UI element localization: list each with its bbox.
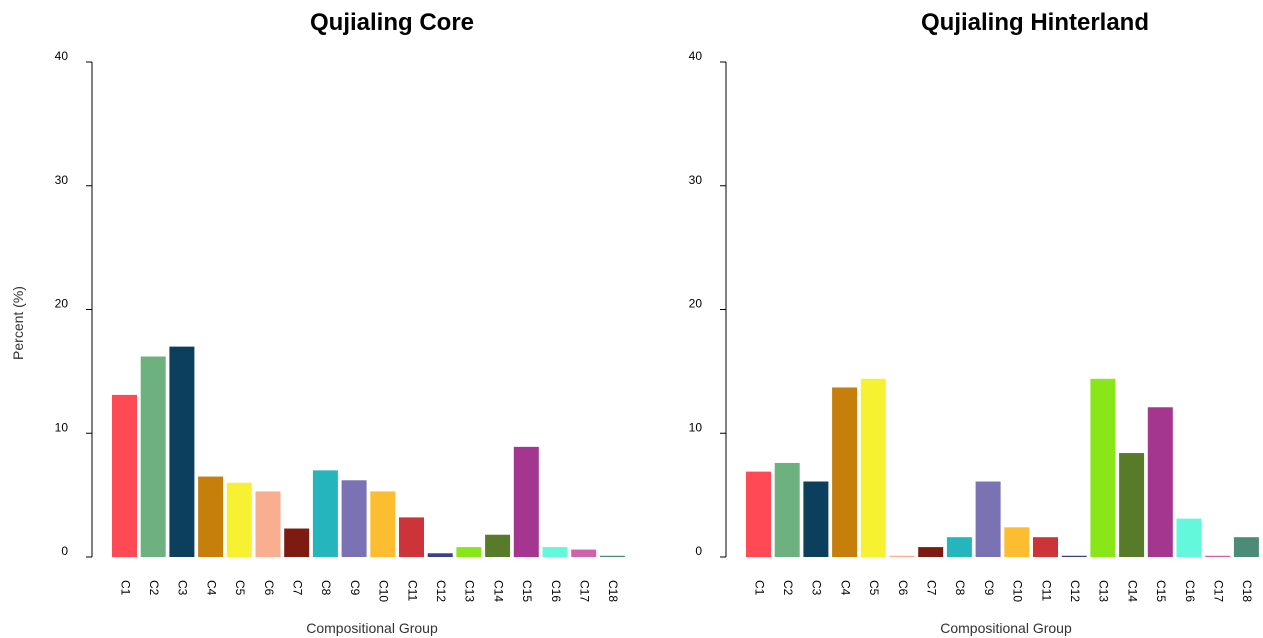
x-tick-label: C18 (606, 580, 620, 602)
bar-c9 (341, 480, 367, 557)
x-tick-label: C2 (147, 580, 161, 596)
x-tick-label: C4 (204, 580, 218, 596)
x-tick-label: C10 (377, 580, 391, 602)
x-tick-label: C12 (434, 580, 448, 602)
x-tick-label: C18 (1240, 580, 1254, 602)
bar-c16 (1176, 518, 1202, 557)
bar-c1 (746, 471, 771, 557)
bar-c8 (312, 470, 338, 557)
x-tick-label: C7 (291, 580, 305, 596)
x-tick-label: C14 (1125, 580, 1139, 602)
bar-c7 (918, 547, 944, 557)
bar-c10 (1004, 527, 1030, 557)
chart-panel-core: Qujialing Core Percent (%) Compositional… (10, 9, 625, 636)
y-tick-label: 10 (55, 420, 69, 434)
bar-c16 (542, 547, 568, 557)
bar-c11 (1033, 537, 1058, 557)
x-tick-label: C8 (319, 580, 333, 596)
x-tick-label: C16 (1183, 580, 1197, 602)
x-tick-label: C13 (463, 580, 477, 602)
bar-c12 (427, 553, 453, 557)
y-tick-label: 30 (55, 173, 69, 187)
y-tick-label: 0 (61, 544, 68, 558)
bar-c15 (513, 446, 539, 557)
bar-c14 (485, 534, 511, 557)
y-tick-label: 0 (695, 544, 702, 558)
bar-c18 (1233, 537, 1259, 557)
x-tick-label: C12 (1068, 580, 1082, 602)
chart-panel-hinterland: Qujialing Hinterland Compositional Group… (689, 9, 1259, 636)
x-tick-label: C15 (520, 580, 534, 602)
bar-c9 (975, 481, 1001, 557)
bar-c10 (370, 491, 396, 557)
bar-c4 (832, 387, 858, 557)
x-tick-label: C6 (896, 580, 910, 596)
bar-c18 (599, 555, 625, 557)
bar-group (746, 378, 1259, 557)
bar-c14 (1119, 453, 1145, 557)
bar-c5 (226, 482, 252, 557)
x-axis-label: Compositional Group (306, 620, 438, 636)
x-tick-label: C9 (348, 580, 362, 596)
x-tick-label: C3 (810, 580, 824, 596)
x-tick-label: C13 (1097, 580, 1111, 602)
x-tick-label: C11 (405, 580, 419, 601)
y-tick-label: 30 (689, 173, 703, 187)
bar-c6 (255, 491, 281, 557)
bar-c3 (803, 481, 829, 557)
x-tick-label: C17 (578, 580, 592, 602)
x-tick-label: C2 (781, 580, 795, 596)
x-tick-label: C5 (867, 580, 881, 596)
x-tick-label: C8 (953, 580, 967, 596)
x-tick-label: C16 (549, 580, 563, 602)
bar-c8 (946, 537, 972, 557)
bar-c3 (169, 346, 195, 557)
x-tick-label: C7 (925, 580, 939, 596)
x-axis-tick-labels: C1 C2 C3 C4 C5 C6 C7 C8 C9 C10 C11 C12 C13 C14 C15 C16 C… (118, 580, 620, 602)
x-tick-label: C1 (752, 580, 766, 596)
x-tick-label: C11 (1039, 580, 1053, 601)
bar-c17 (571, 549, 597, 557)
x-tick-label: C6 (262, 580, 276, 596)
x-tick-label: C15 (1154, 580, 1168, 602)
x-axis-tick-labels: C1 C2 C3 C4 C5 C6 C7 C8 C9 C10 C11 C12 C13 C14 C15 C16 C… (752, 580, 1254, 602)
bar-group (112, 346, 625, 557)
x-tick-label: C4 (838, 580, 852, 596)
bar-c4 (198, 476, 224, 557)
x-tick-label: C5 (233, 580, 247, 596)
bar-c2 (774, 462, 800, 557)
y-tick-label: 20 (689, 297, 703, 311)
x-tick-label: C14 (491, 580, 505, 602)
bar-c15 (1147, 407, 1173, 557)
bar-c2 (140, 356, 166, 557)
x-tick-label: C1 (118, 580, 132, 596)
x-tick-label: C10 (1011, 580, 1025, 602)
bar-c13 (456, 547, 482, 557)
x-tick-label: C17 (1212, 580, 1226, 602)
bar-c17 (1205, 555, 1231, 557)
chart-title: Qujialing Core (310, 9, 474, 36)
y-tick-label: 40 (55, 49, 69, 63)
bar-c1 (112, 394, 137, 557)
y-axis: 0 10 20 30 40 (55, 49, 93, 558)
x-tick-label: C3 (176, 580, 190, 596)
y-axis: 0 10 20 30 40 (689, 49, 727, 558)
bar-c11 (399, 517, 424, 557)
y-tick-label: 40 (689, 49, 703, 63)
bar-c12 (1061, 555, 1087, 557)
bar-c6 (889, 555, 915, 557)
chart-title: Qujialing Hinterland (921, 9, 1149, 36)
bar-c5 (860, 378, 886, 557)
x-tick-label: C9 (982, 580, 996, 596)
y-axis-label: Percent (%) (10, 286, 26, 360)
bar-c7 (284, 528, 310, 557)
y-tick-label: 20 (55, 297, 69, 311)
bar-c13 (1090, 378, 1116, 557)
x-axis-label: Compositional Group (940, 620, 1072, 636)
y-tick-label: 10 (689, 420, 703, 434)
